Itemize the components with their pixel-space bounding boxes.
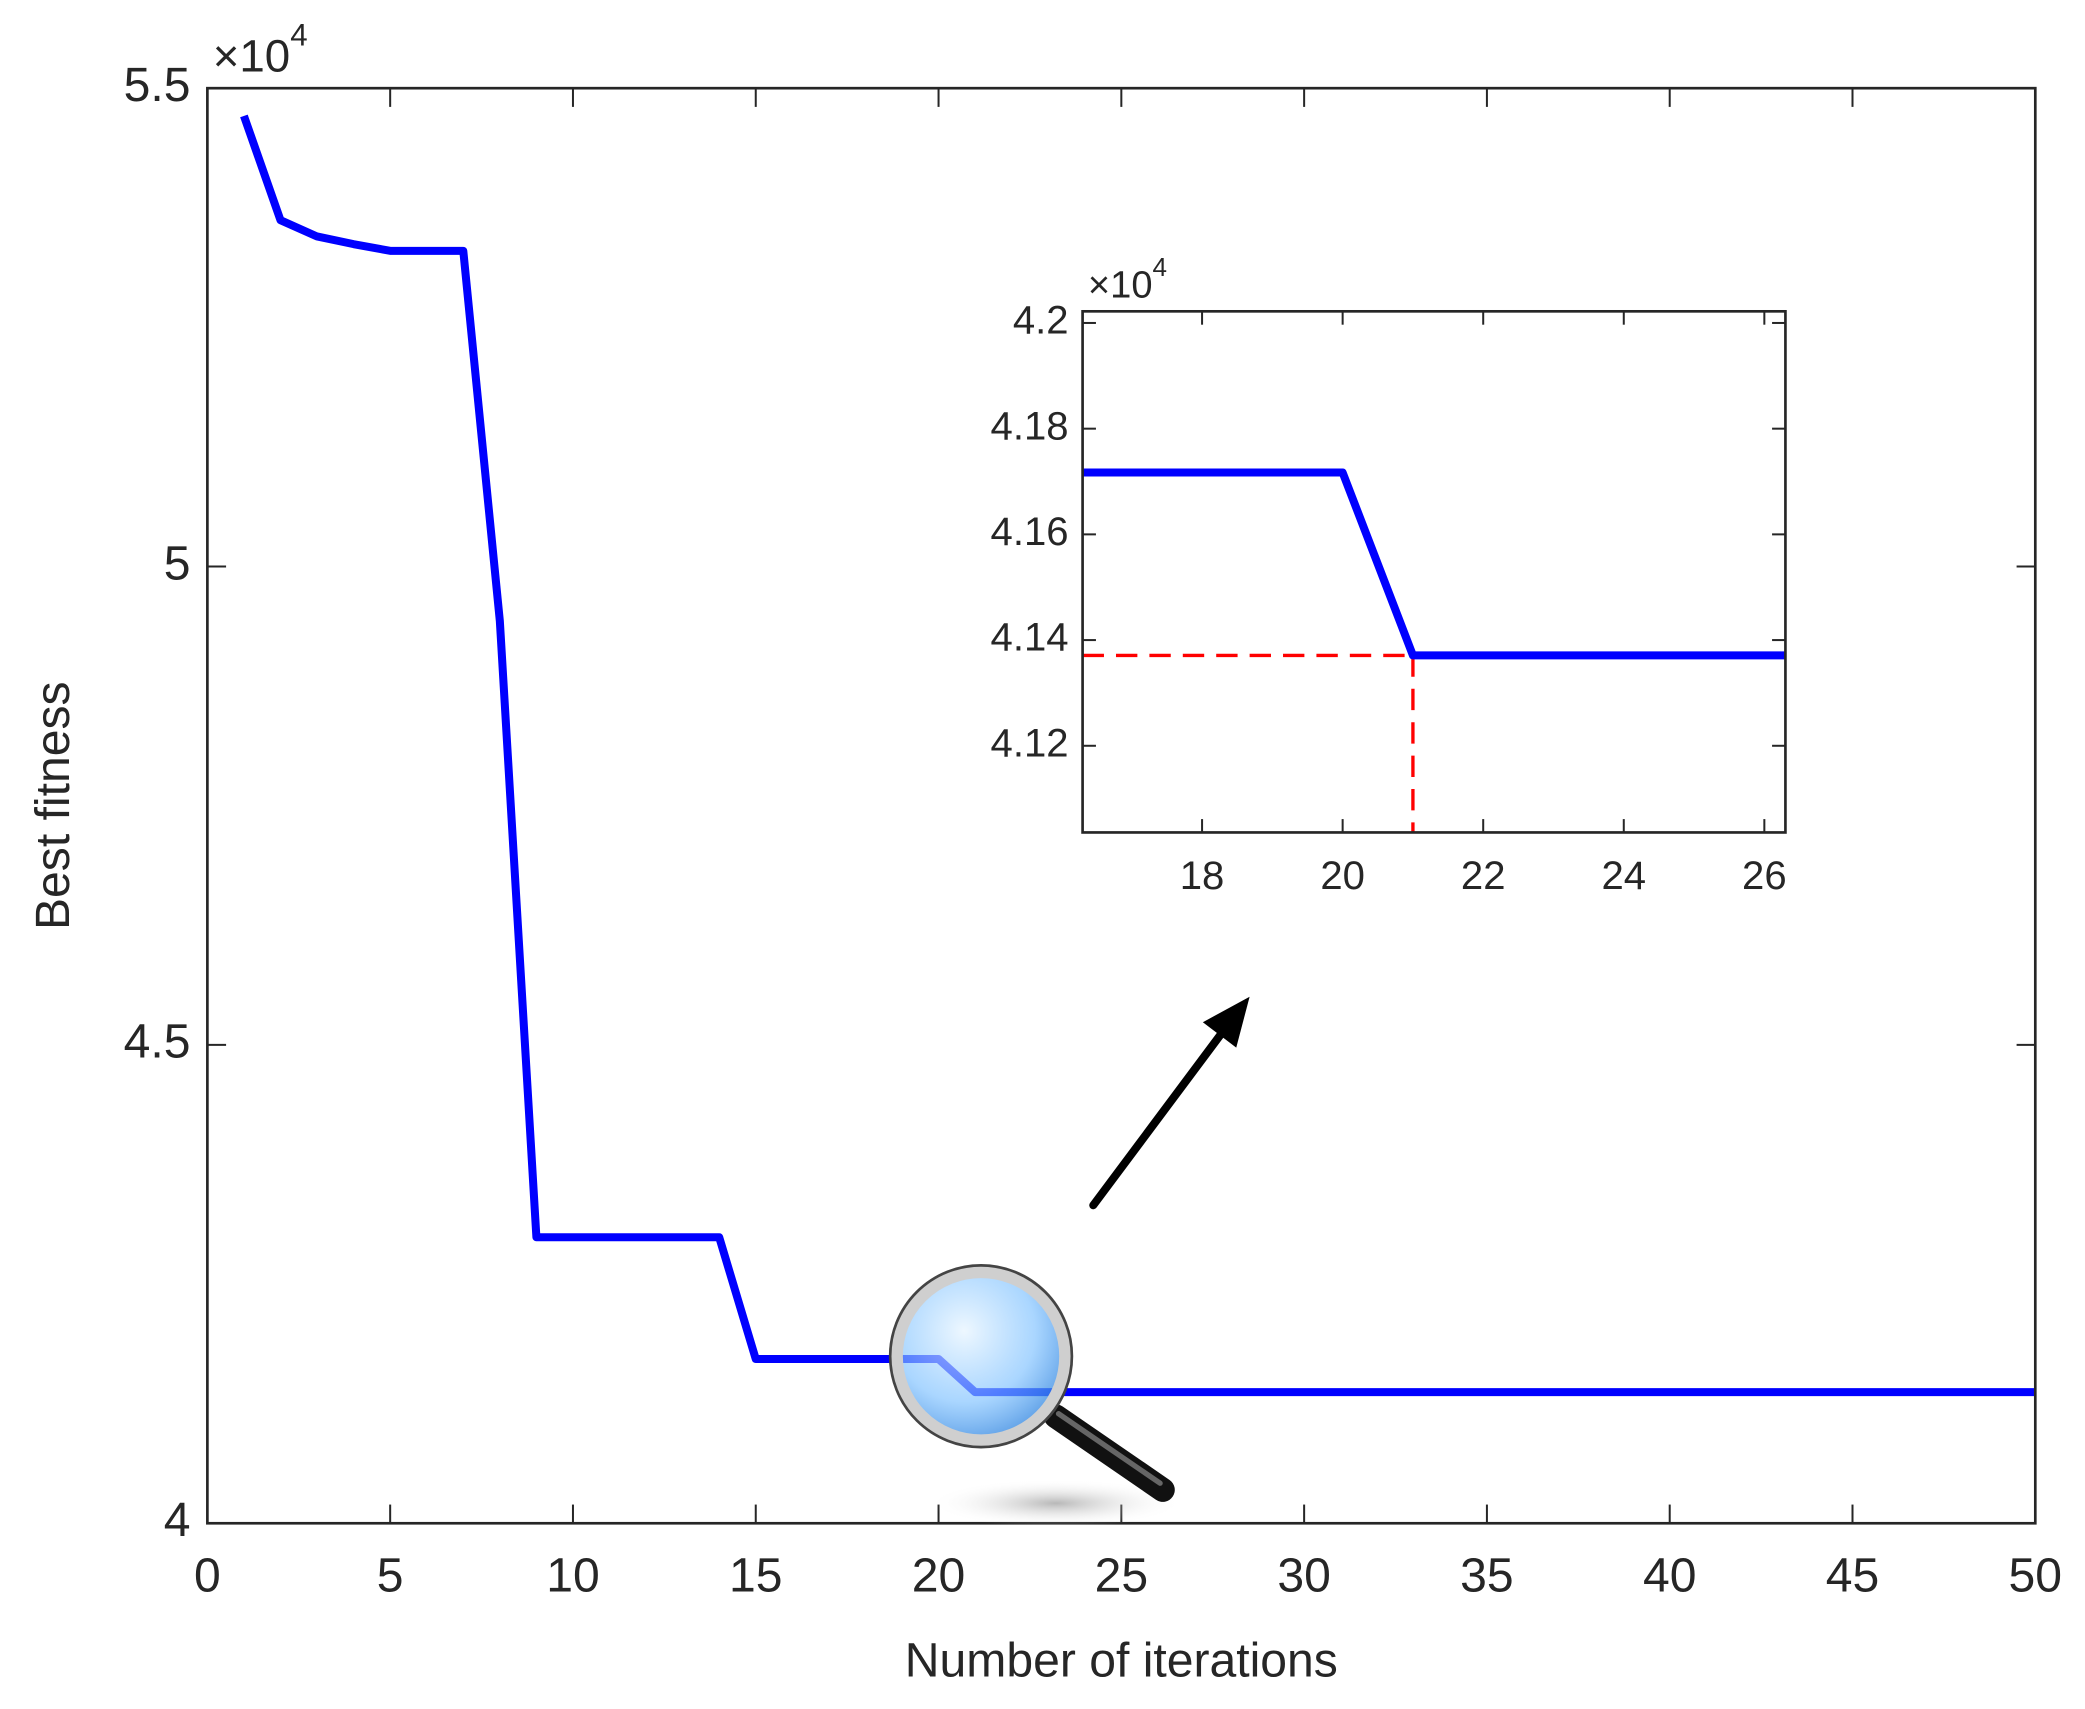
x-tick-label: 20 [912, 1548, 966, 1602]
y-tick-label: 4.14 [991, 616, 1069, 660]
magnifier-shadow [928, 1479, 1183, 1528]
y-multiplier: ×104 [1088, 252, 1167, 306]
arrow-head [1202, 996, 1250, 1048]
magnifier-rim [888, 1264, 1074, 1449]
magnifier-handle [1043, 1404, 1175, 1502]
magnifier-lens [890, 1266, 1072, 1447]
x-tick-label: 20 [1320, 854, 1365, 898]
x-tick-label: 26 [1742, 854, 1787, 898]
data-line [240, 114, 2036, 1397]
y-tick-label: 4.16 [991, 510, 1069, 554]
x-tick-label: 10 [546, 1548, 600, 1602]
plot-area [1082, 311, 1786, 833]
y-tick-label: 4.2 [1013, 299, 1069, 343]
arrow-shaft [1089, 1022, 1231, 1210]
y-tick-label: 5.5 [124, 58, 191, 112]
x-tick-label: 35 [1460, 1548, 1514, 1602]
y-tick-label: 4.18 [991, 404, 1069, 448]
y-axis-label: Best fitness [26, 681, 80, 930]
x-tick-label: 22 [1461, 854, 1506, 898]
plot-frame [1081, 309, 1787, 834]
y-tick-label: 4.12 [991, 721, 1069, 765]
x-tick-label: 30 [1277, 1548, 1331, 1602]
y-multiplier-exponent: 4 [290, 18, 307, 53]
x-tick-label: 0 [194, 1548, 221, 1602]
decorations [888, 996, 1250, 1528]
x-tick-label: 24 [1601, 854, 1646, 898]
x-tick-label: 40 [1643, 1548, 1697, 1602]
y-multiplier-base: ×10 [1088, 264, 1153, 306]
data-line [1082, 468, 1786, 660]
x-tick-label: 15 [729, 1548, 783, 1602]
x-axis-label: Number of iterations [905, 1633, 1338, 1687]
magnifier-handle-shine [1055, 1411, 1163, 1486]
x-tick-label: 5 [377, 1548, 404, 1602]
y-multiplier-exponent: 4 [1153, 252, 1168, 282]
y-tick-label: 4 [164, 1493, 191, 1547]
y-tick-label: 4.5 [124, 1015, 191, 1069]
y-tick-label: 5 [164, 536, 191, 590]
x-tick-label: 18 [1180, 854, 1225, 898]
x-tick-label: 25 [1095, 1548, 1149, 1602]
y-multiplier-base: ×10 [213, 30, 291, 81]
x-tick-label: 50 [2009, 1548, 2062, 1602]
plot-1: 18 20 22 24 26 4.12 4.14 4.16 4.18 4.2 ×104 [991, 252, 1787, 898]
x-tick-label: 45 [1826, 1548, 1880, 1602]
y-multiplier: ×104 [213, 18, 308, 81]
